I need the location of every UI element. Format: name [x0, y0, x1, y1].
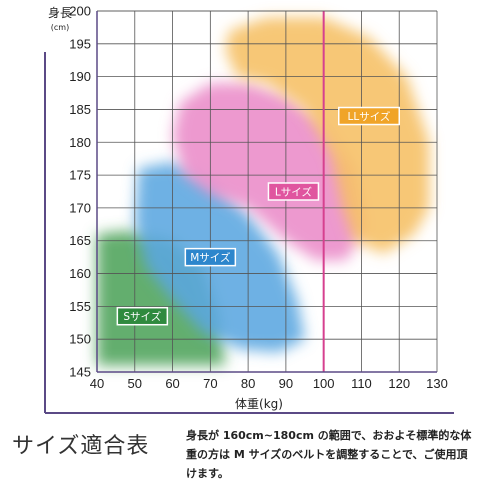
zone-label-text: Lサイズ [275, 186, 312, 199]
zone-labels: Sサイズ Mサイズ Lサイズ LLサイズ [116, 106, 400, 326]
zone-label-ll: LLサイズ [338, 106, 400, 126]
y-tick-label: 180 [69, 135, 91, 150]
x-tick-label: 130 [426, 376, 448, 391]
size-chart: 40 50 60 70 80 90 100 110 120 130 145 150 155 160 165 1… [44, 4, 454, 414]
x-tick-label: 120 [388, 376, 410, 391]
x-tick-label: 60 [165, 376, 179, 391]
zone-label-text: Mサイズ [190, 251, 230, 264]
x-tick-label: 90 [279, 376, 293, 391]
y-tick-label: 185 [69, 102, 91, 117]
footnote: 身長が 160cm~180cm の範囲で、おおよそ標準的な体重の方は M サイズ… [186, 429, 472, 480]
axes: 40 50 60 70 80 90 100 110 120 130 145 150 155 160 165 1… [44, 4, 454, 414]
zone-label-text: LLサイズ [348, 110, 391, 123]
y-tick-label: 155 [69, 299, 91, 314]
x-axis-title: 体重(kg) [235, 397, 283, 411]
y-axis-title: 身長 [48, 5, 72, 20]
zone-label-m: Mサイズ [184, 247, 237, 267]
chart-title: サイズ適合表 [12, 434, 150, 459]
x-tick-label: 80 [241, 376, 255, 391]
y-tick-label: 195 [69, 36, 91, 51]
y-tick-label: 160 [69, 266, 91, 281]
zone-label-s: Sサイズ [116, 306, 169, 326]
y-tick-label: 150 [69, 332, 91, 347]
y-tick-label: 190 [69, 69, 91, 84]
x-tick-label: 40 [90, 376, 104, 391]
zone-label-l: Lサイズ [267, 182, 320, 201]
y-tick-label: 200 [69, 4, 91, 19]
y-tick-label: 165 [69, 233, 91, 248]
zone-label-box [338, 106, 400, 126]
y-tick-label: 175 [69, 168, 91, 183]
zone-label-text: Sサイズ [123, 310, 161, 323]
x-tick-label: 110 [351, 376, 372, 391]
y-axis-unit: (cm) [51, 23, 69, 32]
zone-label-box [184, 247, 237, 267]
x-tick-label: 100 [313, 376, 335, 391]
x-tick-label: 70 [203, 376, 217, 391]
y-tick-label: 145 [69, 365, 91, 380]
zone-label-box [267, 182, 320, 201]
x-tick-label: 50 [128, 376, 142, 391]
zone-label-box [116, 306, 169, 326]
y-tick-label: 170 [69, 200, 91, 215]
